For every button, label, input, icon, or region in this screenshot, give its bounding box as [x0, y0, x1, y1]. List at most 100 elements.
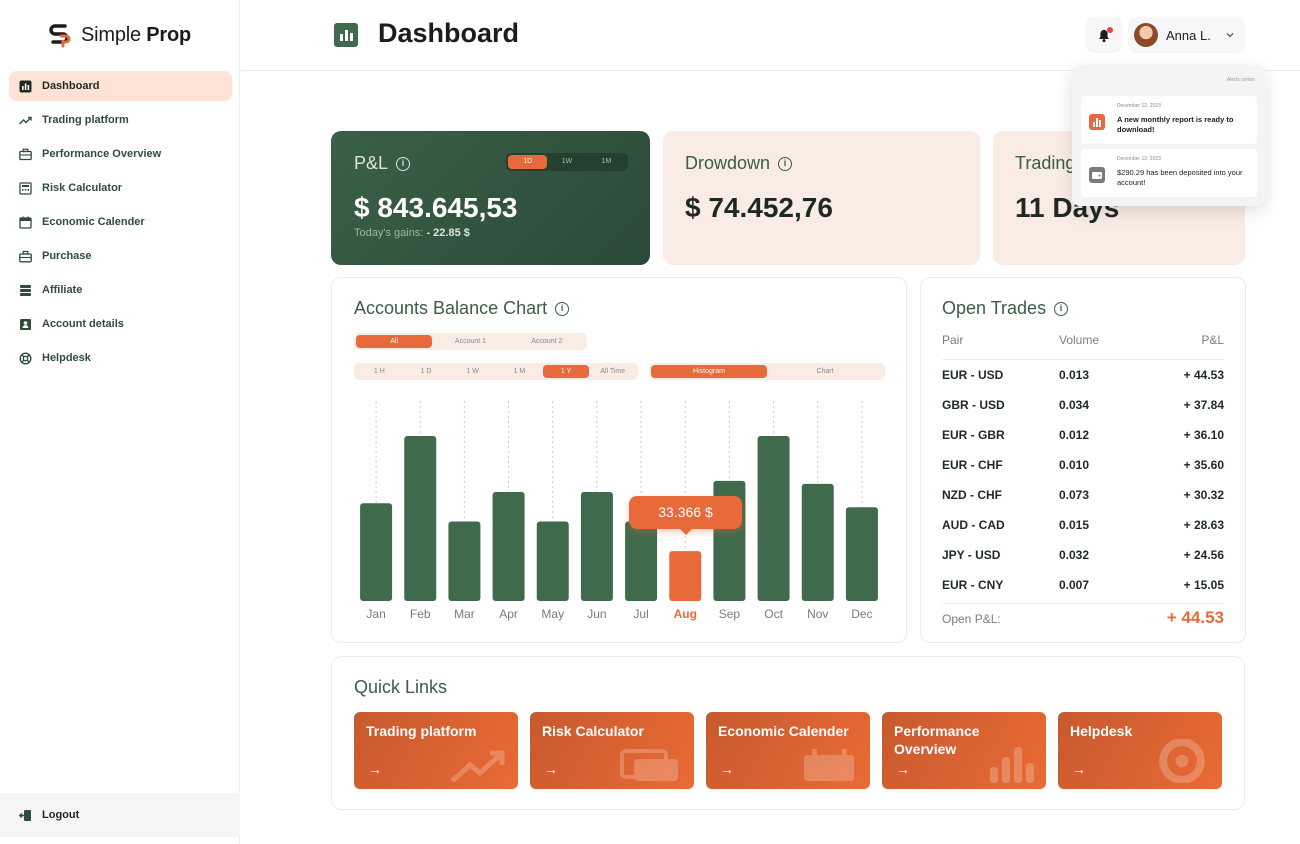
- account-all-tab[interactable]: All: [356, 335, 433, 348]
- x-tick-label: Jun: [587, 607, 606, 621]
- account-2-tab[interactable]: Account 2: [531, 338, 563, 345]
- alert-item[interactable]: December 12, 2023 $290.29 has been depos…: [1081, 149, 1257, 197]
- alert-item[interactable]: December 12, 2023 A new monthly report i…: [1081, 96, 1257, 144]
- quick-link-trading-platform[interactable]: Trading platform →: [354, 712, 518, 789]
- x-tick-label: Dec: [851, 607, 872, 621]
- user-menu-button[interactable]: Anna L.: [1128, 17, 1246, 53]
- report-icon: [1089, 114, 1105, 130]
- table-row[interactable]: AUD - CAD 0.015 + 28.63: [942, 518, 1224, 532]
- table-row[interactable]: EUR - CNY 0.007 + 15.05: [942, 578, 1224, 592]
- bar-may[interactable]: [536, 521, 569, 601]
- balance-bar-chart: Jan Feb Mar Apr May Jun Jul Aug Sep Oct Nov Dec: [360, 401, 878, 621]
- sidebar-item-performance-overview[interactable]: Performance Overview: [9, 139, 232, 169]
- info-icon[interactable]: i: [1054, 301, 1069, 316]
- period-1d-button[interactable]: 1D: [508, 155, 548, 169]
- quick-link-economic-calender[interactable]: Economic Calender →: [706, 712, 870, 789]
- column-header-pair: Pair: [942, 333, 964, 347]
- calculator-icon: [19, 181, 32, 195]
- open-trades-panel: Open Trades i Pair Volume P&L EUR - USD 0…: [920, 277, 1246, 643]
- bar-jun[interactable]: [580, 492, 613, 601]
- pl-card: P&L i 1D 1W 1M $ 843.645,53 Today's gain…: [331, 131, 650, 265]
- range-1w-tab[interactable]: 1 W: [466, 368, 479, 375]
- chart-bars-icon: [19, 80, 32, 92]
- info-icon[interactable]: i: [778, 156, 793, 171]
- x-tick-label: Jan: [366, 607, 385, 621]
- quick-link-label: Economic Calender: [718, 723, 849, 739]
- sidebar-item-trading-platform[interactable]: Trading platform: [9, 105, 232, 135]
- quick-link-label: Trading platform: [366, 723, 477, 739]
- alert-message: A new monthly report is ready to downloa…: [1117, 115, 1234, 134]
- range-1h-tab[interactable]: 1 H: [373, 368, 385, 375]
- balance-chart-panel: Accounts Balance Chart i All Account 1 A…: [331, 277, 907, 643]
- arrow-right-icon: →: [544, 761, 558, 777]
- account-selector: All Account 1 Account 2: [354, 333, 587, 350]
- quick-link-helpdesk[interactable]: Helpdesk →: [1058, 712, 1222, 789]
- range-1y-tab[interactable]: 1 Y: [542, 365, 590, 378]
- brand-name: Simple Prop: [81, 23, 192, 46]
- bar-jul[interactable]: [625, 521, 658, 601]
- sidebar-item-label: Economic Calender: [42, 216, 145, 228]
- divider: [942, 359, 1224, 360]
- trend-up-icon: [19, 116, 32, 124]
- user-name: Anna L.: [1166, 27, 1211, 43]
- sidebar-item-economic-calender[interactable]: Economic Calender: [9, 207, 232, 237]
- quick-links-panel: Quick Links Trading platform → Risk Calc…: [331, 656, 1245, 810]
- quick-link-performance-overview[interactable]: Performance Overview →: [882, 712, 1046, 789]
- column-header-pl: P&L: [1201, 333, 1224, 347]
- view-chart-tab[interactable]: Chart: [816, 368, 834, 375]
- alerts-popover: Alerts center December 12, 2023 A new mo…: [1072, 65, 1265, 206]
- sidebar-item-account-details[interactable]: Account details: [9, 309, 232, 339]
- dashboard-chart-icon: [334, 23, 358, 47]
- pl-value: $ 843.645,53: [354, 192, 518, 223]
- quick-link-label: Performance Overview: [894, 723, 980, 757]
- alert-date: December 12, 2023: [1117, 156, 1161, 162]
- calendar-icon: [19, 216, 32, 229]
- logout-button[interactable]: Logout: [0, 793, 240, 837]
- bar-feb[interactable]: [404, 436, 437, 601]
- bar-aug[interactable]: [669, 551, 702, 601]
- alert-message: $290.29 has been deposited into your acc…: [1117, 168, 1243, 187]
- period-1w-button[interactable]: 1W: [561, 158, 573, 165]
- quick-link-risk-calculator[interactable]: Risk Calculator →: [530, 712, 694, 789]
- balance-chart-title-text: Accounts Balance Chart: [354, 298, 548, 318]
- table-row[interactable]: EUR - GBR 0.012 + 36.10: [942, 428, 1224, 442]
- sidebar-item-purchase[interactable]: Purchase: [9, 241, 232, 271]
- table-row[interactable]: GBR - USD 0.034 + 37.84: [942, 398, 1224, 412]
- bag-icon: [19, 250, 32, 262]
- sidebar-item-helpdesk[interactable]: Helpdesk: [9, 343, 232, 373]
- view-histogram-tab[interactable]: Histogram: [651, 365, 767, 378]
- info-icon[interactable]: i: [555, 301, 570, 316]
- table-row[interactable]: EUR - USD 0.013 + 44.53: [942, 368, 1224, 382]
- period-1m-button[interactable]: 1M: [601, 158, 612, 165]
- drawdown-value: $ 74.452,76: [685, 192, 833, 223]
- column-header-volume: Volume: [1059, 333, 1100, 347]
- bar-nov[interactable]: [801, 483, 834, 601]
- table-row[interactable]: JPY - USD 0.032 + 24.56: [942, 548, 1224, 562]
- table-row[interactable]: NZD - CHF 0.073 + 30.32: [942, 488, 1224, 502]
- open-pl-label: Open P&L:: [942, 612, 1001, 626]
- bar-mar[interactable]: [448, 521, 481, 601]
- trading-label: Trading: [1015, 153, 1076, 173]
- x-tick-label: Nov: [807, 607, 828, 621]
- info-icon[interactable]: i: [396, 156, 411, 171]
- bar-dec[interactable]: [845, 507, 878, 601]
- sidebar-item-affiliate[interactable]: Affiliate: [9, 275, 232, 305]
- range-1m-tab[interactable]: 1 M: [513, 368, 526, 375]
- bar-apr[interactable]: [492, 492, 525, 601]
- table-row[interactable]: EUR - CHF 0.010 + 35.60: [942, 458, 1224, 472]
- notifications-button[interactable]: [1086, 17, 1122, 53]
- open-trades-title-text: Open Trades: [942, 298, 1047, 318]
- drawdown-card: Drowdown i $ 74.452,76: [663, 131, 980, 265]
- range-1d-tab[interactable]: 1 D: [420, 368, 432, 375]
- account-1-tab[interactable]: Account 1: [454, 338, 487, 345]
- brand-logo[interactable]: Simple Prop: [47, 22, 191, 48]
- lifebuoy-icon: [19, 351, 32, 365]
- sidebar-item-risk-calculator[interactable]: Risk Calculator: [9, 173, 232, 203]
- sidebar-item-dashboard[interactable]: Dashboard: [9, 71, 232, 101]
- alerts-title: Alerts center: [1226, 77, 1255, 83]
- bar-oct[interactable]: [757, 436, 790, 601]
- range-all-time-tab[interactable]: All Time: [600, 368, 626, 375]
- pl-card-title: P&L i: [354, 153, 411, 174]
- pl-period-toggle: 1D 1W 1M: [506, 153, 628, 171]
- bar-jan[interactable]: [360, 503, 393, 601]
